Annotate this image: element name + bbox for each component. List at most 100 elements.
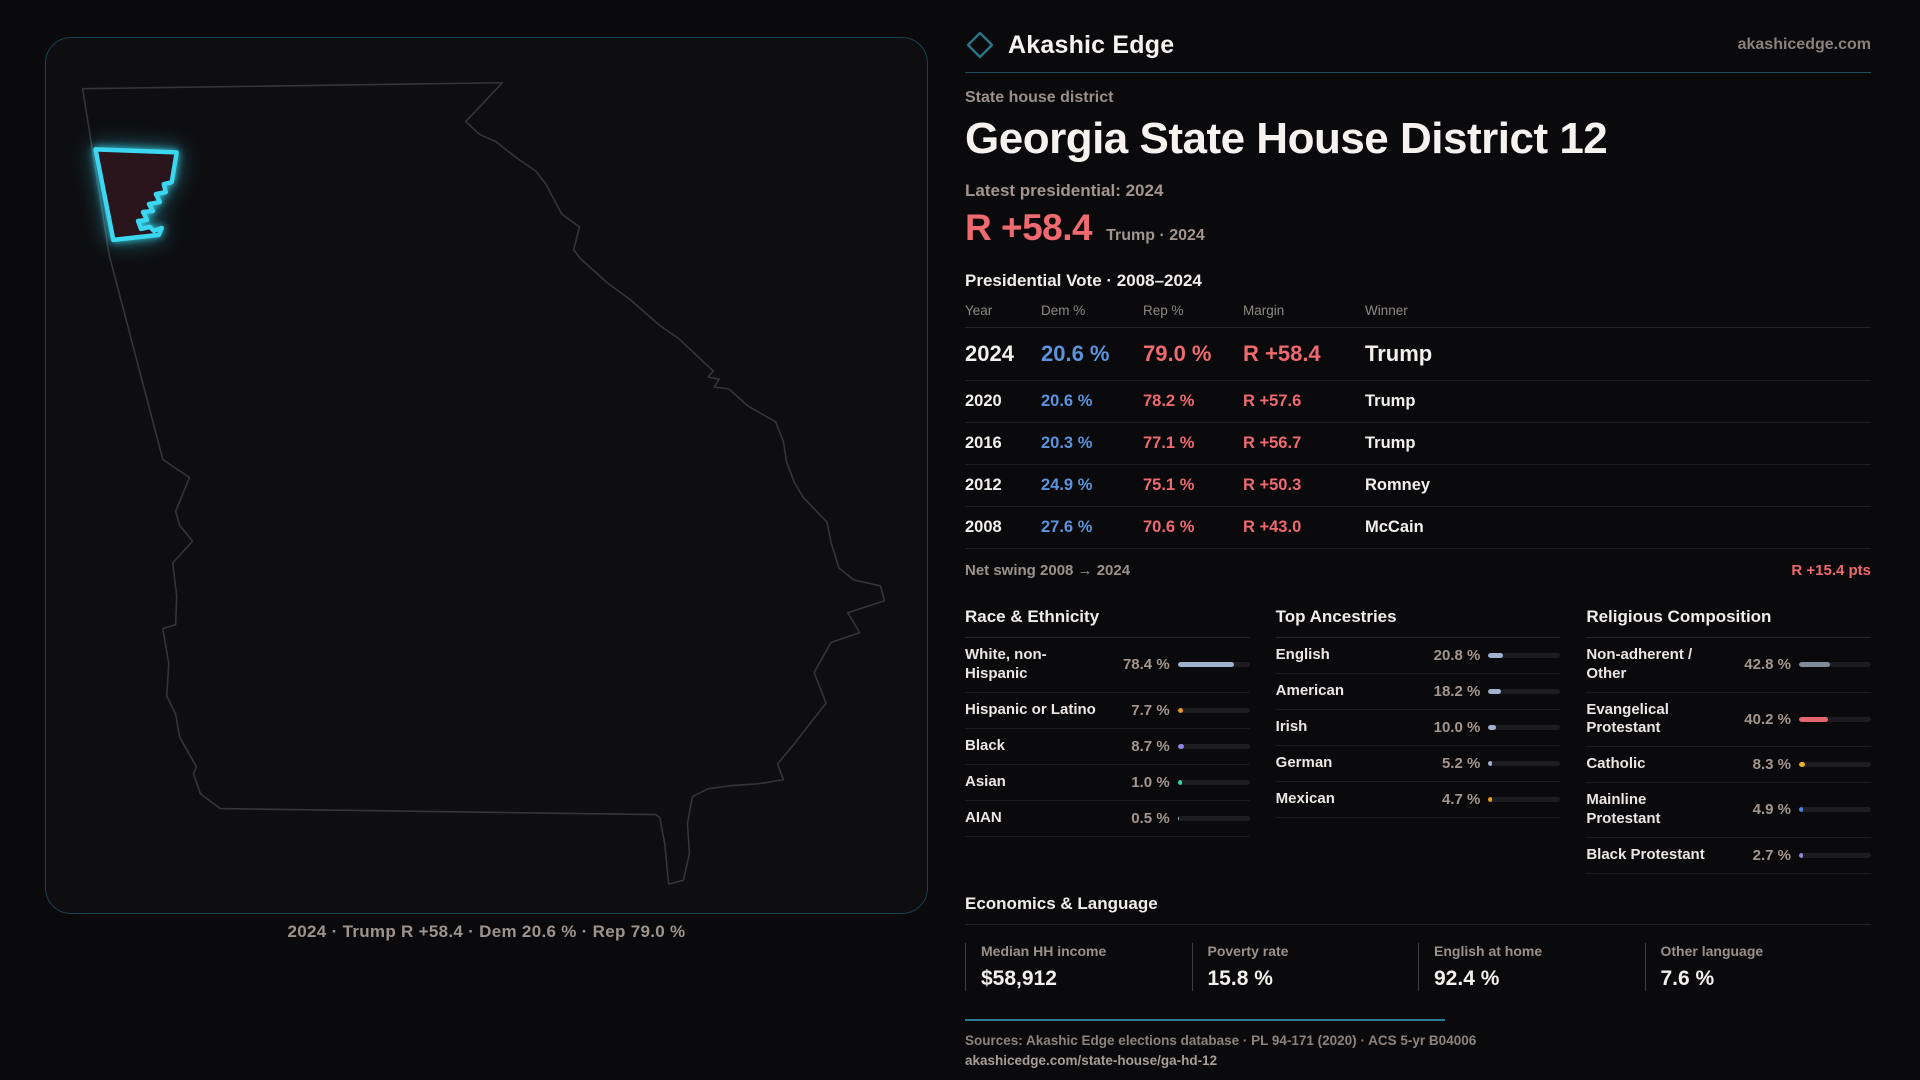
diamond-logo-icon: [966, 31, 994, 59]
demo-label: Black Protestant: [1586, 845, 1705, 863]
demo-bar-fill: [1177, 662, 1235, 668]
vote-column-header: Margin: [1243, 303, 1285, 318]
vote-row-2020: 2020 20.6 % 78.2 % R +57.6 Trump: [965, 381, 1871, 423]
demo-bar-track: [1798, 762, 1871, 767]
demo-row: Non-adherent / Other 42.8 %: [1586, 638, 1871, 693]
demo-row: Hispanic or Latino 7.7 %: [965, 693, 1250, 729]
demo-label: Mainline Protestant: [1586, 791, 1661, 827]
brand-domain-link[interactable]: akashicedge.com: [1737, 36, 1871, 53]
demo-value: 7.7 %: [1131, 701, 1170, 719]
kicker: State house district: [965, 89, 1114, 106]
demo-row: Asian 1.0 %: [965, 765, 1250, 801]
demo-value: 5.2 %: [1441, 755, 1481, 772]
demo-value: 78.4 %: [1122, 656, 1170, 674]
report-panel: Akashic Edge akashicedge.com State house…: [965, 30, 1871, 1068]
demo-row: Mexican 4.7 %: [1275, 782, 1561, 818]
demo-bar-track: [1798, 716, 1871, 722]
sources-line: Sources: Akashic Edge elections database…: [965, 1032, 1477, 1048]
economics-divider: [965, 923, 1871, 925]
demo-row: German 5.2 %: [1275, 746, 1561, 782]
map-panel: [45, 37, 928, 914]
demo-value: 10.0 %: [1433, 719, 1481, 736]
demo-label: American: [1275, 682, 1345, 700]
headline-sub: Trump · 2024: [1106, 227, 1205, 244]
demo-label: White, non-Hispanic: [965, 646, 1047, 682]
demo-bar-track: [1177, 707, 1250, 713]
demo-row: English 20.8 %: [1275, 638, 1561, 674]
vote-cell-rep: 79.0 %: [1143, 341, 1212, 366]
demo-bar-track: [1798, 807, 1871, 813]
vote-column-header: Winner: [1365, 303, 1408, 318]
map-caption: 2024 · Trump R +58.4 · Dem 20.6 % · Rep …: [287, 922, 686, 941]
vote-table-title: Presidential Vote · 2008–2024: [965, 271, 1202, 290]
vote-row-2012: 2012 24.9 % 75.1 % R +50.3 Romney: [965, 465, 1871, 507]
vote-cell-rep: 78.2 %: [1143, 392, 1195, 410]
demo-bar-fill: [1177, 779, 1182, 785]
stat-label: Poverty rate: [1207, 942, 1289, 959]
stat-card: Median HH income $58,912: [965, 942, 1192, 991]
demo-value: 8.7 %: [1131, 737, 1170, 755]
demo-value: 42.8 %: [1744, 656, 1791, 674]
stat-label: Other language: [1660, 942, 1764, 959]
demo-bar-track: [1488, 725, 1561, 730]
demo-value: 8.3 %: [1752, 756, 1791, 773]
demo-bar-fill: [1177, 707, 1184, 713]
demo-bar-fill: [1488, 797, 1493, 802]
demographics-grid: Race & Ethnicity White, non-Hispanic 78.4 …: [965, 593, 1871, 874]
vote-row-2016: 2016 20.3 % 77.1 % R +56.7 Trump: [965, 423, 1871, 465]
vote-cell-year: 2024: [965, 341, 1014, 366]
vote-cell-year: 2020: [965, 392, 1002, 410]
permalink[interactable]: akashicedge.com/state-house/ga-hd-12: [965, 1052, 1218, 1068]
demo-bar-fill: [1488, 761, 1493, 766]
demo-bar-track: [1488, 797, 1561, 802]
vote-cell-dem: 20.3 %: [1041, 434, 1093, 452]
demo-bar-track: [1177, 779, 1250, 785]
footer-divider: [965, 1018, 1445, 1021]
net-swing-row: Net swing 2008 → 2024 R +15.4 pts: [965, 549, 1871, 589]
demo-row: AIAN 0.5 %: [965, 801, 1250, 837]
vote-row-2008: 2008 27.6 % 70.6 % R +43.0 McCain: [965, 507, 1871, 549]
vote-cell-winner: Trump: [1365, 392, 1416, 410]
vote-column-header: Dem %: [1041, 303, 1086, 318]
demo-label: Irish: [1275, 718, 1308, 736]
demo-bar-fill: [1177, 743, 1184, 749]
demo-section: Religious Composition Non-adherent / Othe…: [1586, 593, 1871, 874]
demo-bar-track: [1798, 662, 1871, 668]
vote-cell-winner: McCain: [1365, 518, 1424, 536]
demo-row: Black Protestant 2.7 %: [1586, 838, 1871, 874]
vote-cell-margin: R +56.7: [1243, 434, 1302, 452]
demo-bar-fill: [1798, 807, 1803, 813]
latest-presidential-label: Latest presidential: 2024: [965, 181, 1164, 200]
stat-card: Poverty rate 15.8 %: [1191, 942, 1419, 991]
vote-cell-rep: 70.6 %: [1143, 518, 1195, 536]
demo-label: Asian: [965, 772, 1006, 790]
demo-label: Catholic: [1586, 755, 1646, 773]
vote-cell-dem: 20.6 %: [1041, 392, 1093, 410]
vote-cell-rep: 75.1 %: [1143, 476, 1195, 494]
header-divider: [965, 72, 1871, 73]
vote-cell-margin: R +57.6: [1243, 392, 1302, 410]
demo-row: Mainline Protestant 4.9 %: [1586, 783, 1871, 838]
stat-value: $58,912: [981, 966, 1057, 990]
vote-cell-margin: R +50.3: [1243, 476, 1302, 494]
vote-cell-margin: R +43.0: [1243, 518, 1302, 536]
demo-label: Mexican: [1275, 790, 1335, 808]
demo-value: 2.7 %: [1752, 846, 1791, 864]
demo-bar-track: [1488, 653, 1561, 658]
demo-bar-track: [1488, 761, 1561, 766]
demo-label: German: [1275, 754, 1333, 772]
vote-row-2024: 2024 20.6 % 79.0 % R +58.4 Trump: [965, 328, 1871, 381]
economics-title: Economics & Language: [965, 893, 1158, 913]
vote-cell-year: 2016: [965, 434, 1002, 452]
demo-row: White, non-Hispanic 78.4 %: [965, 638, 1250, 693]
district-shape[interactable]: [93, 147, 179, 243]
demo-bar-track: [1798, 852, 1871, 858]
vote-cell-dem: 20.6 %: [1041, 341, 1110, 366]
demo-row: Evangelical Protestant 40.2 %: [1586, 693, 1871, 747]
vote-cell-winner: Romney: [1365, 476, 1431, 494]
vote-column-header: Rep %: [1143, 303, 1184, 318]
demo-label: English: [1275, 646, 1330, 664]
demo-bar-fill: [1798, 662, 1830, 668]
demo-label: Evangelical Protestant: [1586, 700, 1669, 737]
brand-header: Akashic Edge akashicedge.com: [965, 30, 1871, 60]
